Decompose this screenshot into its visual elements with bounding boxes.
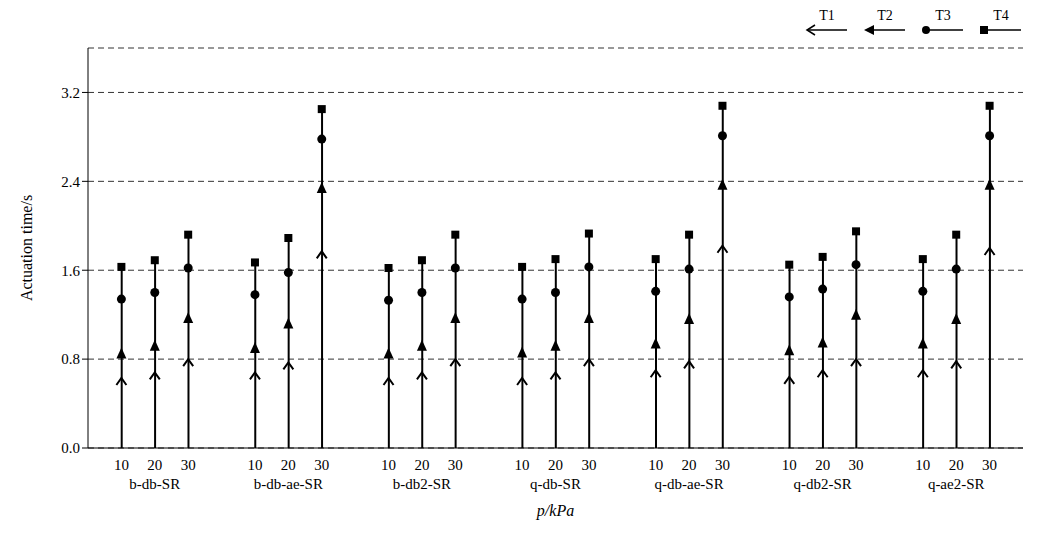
svg-text:30: 30	[314, 457, 329, 473]
svg-text:q-db-ae-SR: q-db-ae-SR	[654, 476, 723, 492]
svg-text:20: 20	[949, 457, 964, 473]
svg-text:q-db2-SR: q-db2-SR	[793, 476, 851, 492]
svg-text:10: 10	[247, 457, 262, 473]
svg-text:b-db-ae-SR: b-db-ae-SR	[254, 476, 323, 492]
svg-text:b-db-SR: b-db-SR	[129, 476, 180, 492]
svg-text:10: 10	[648, 457, 663, 473]
svg-text:10: 10	[381, 457, 396, 473]
svg-text:20: 20	[682, 457, 697, 473]
svg-text:10: 10	[915, 457, 930, 473]
svg-text:30: 30	[448, 457, 463, 473]
svg-text:10: 10	[782, 457, 797, 473]
svg-text:20: 20	[548, 457, 563, 473]
svg-text:Actuation time/s: Actuation time/s	[18, 195, 35, 301]
svg-text:20: 20	[147, 457, 162, 473]
svg-text:3.2: 3.2	[61, 85, 80, 101]
html-text:T4: T4	[993, 8, 1009, 23]
svg-text:b-db2-SR: b-db2-SR	[393, 476, 451, 492]
svg-text:2.4: 2.4	[61, 174, 80, 190]
html-text:T2: T2	[877, 8, 893, 23]
svg-text:q-ae2-SR: q-ae2-SR	[928, 476, 985, 492]
svg-text:0.8: 0.8	[61, 351, 80, 367]
svg-text:1.6: 1.6	[61, 263, 80, 279]
svg-text:10: 10	[515, 457, 530, 473]
svg-text:20: 20	[414, 457, 429, 473]
svg-text:10: 10	[114, 457, 129, 473]
svg-text:30: 30	[982, 457, 997, 473]
html-text:T1: T1	[819, 8, 835, 23]
svg-text:30: 30	[715, 457, 730, 473]
svg-text:30: 30	[581, 457, 596, 473]
svg-text:q-db-SR: q-db-SR	[530, 476, 581, 492]
html-text:T3: T3	[935, 8, 951, 23]
svg-text:30: 30	[181, 457, 196, 473]
svg-text:p/kPa: p/kPa	[536, 502, 574, 520]
svg-text:20: 20	[815, 457, 830, 473]
svg-text:20: 20	[281, 457, 296, 473]
svg-text:30: 30	[849, 457, 864, 473]
svg-text:0.0: 0.0	[61, 440, 80, 456]
